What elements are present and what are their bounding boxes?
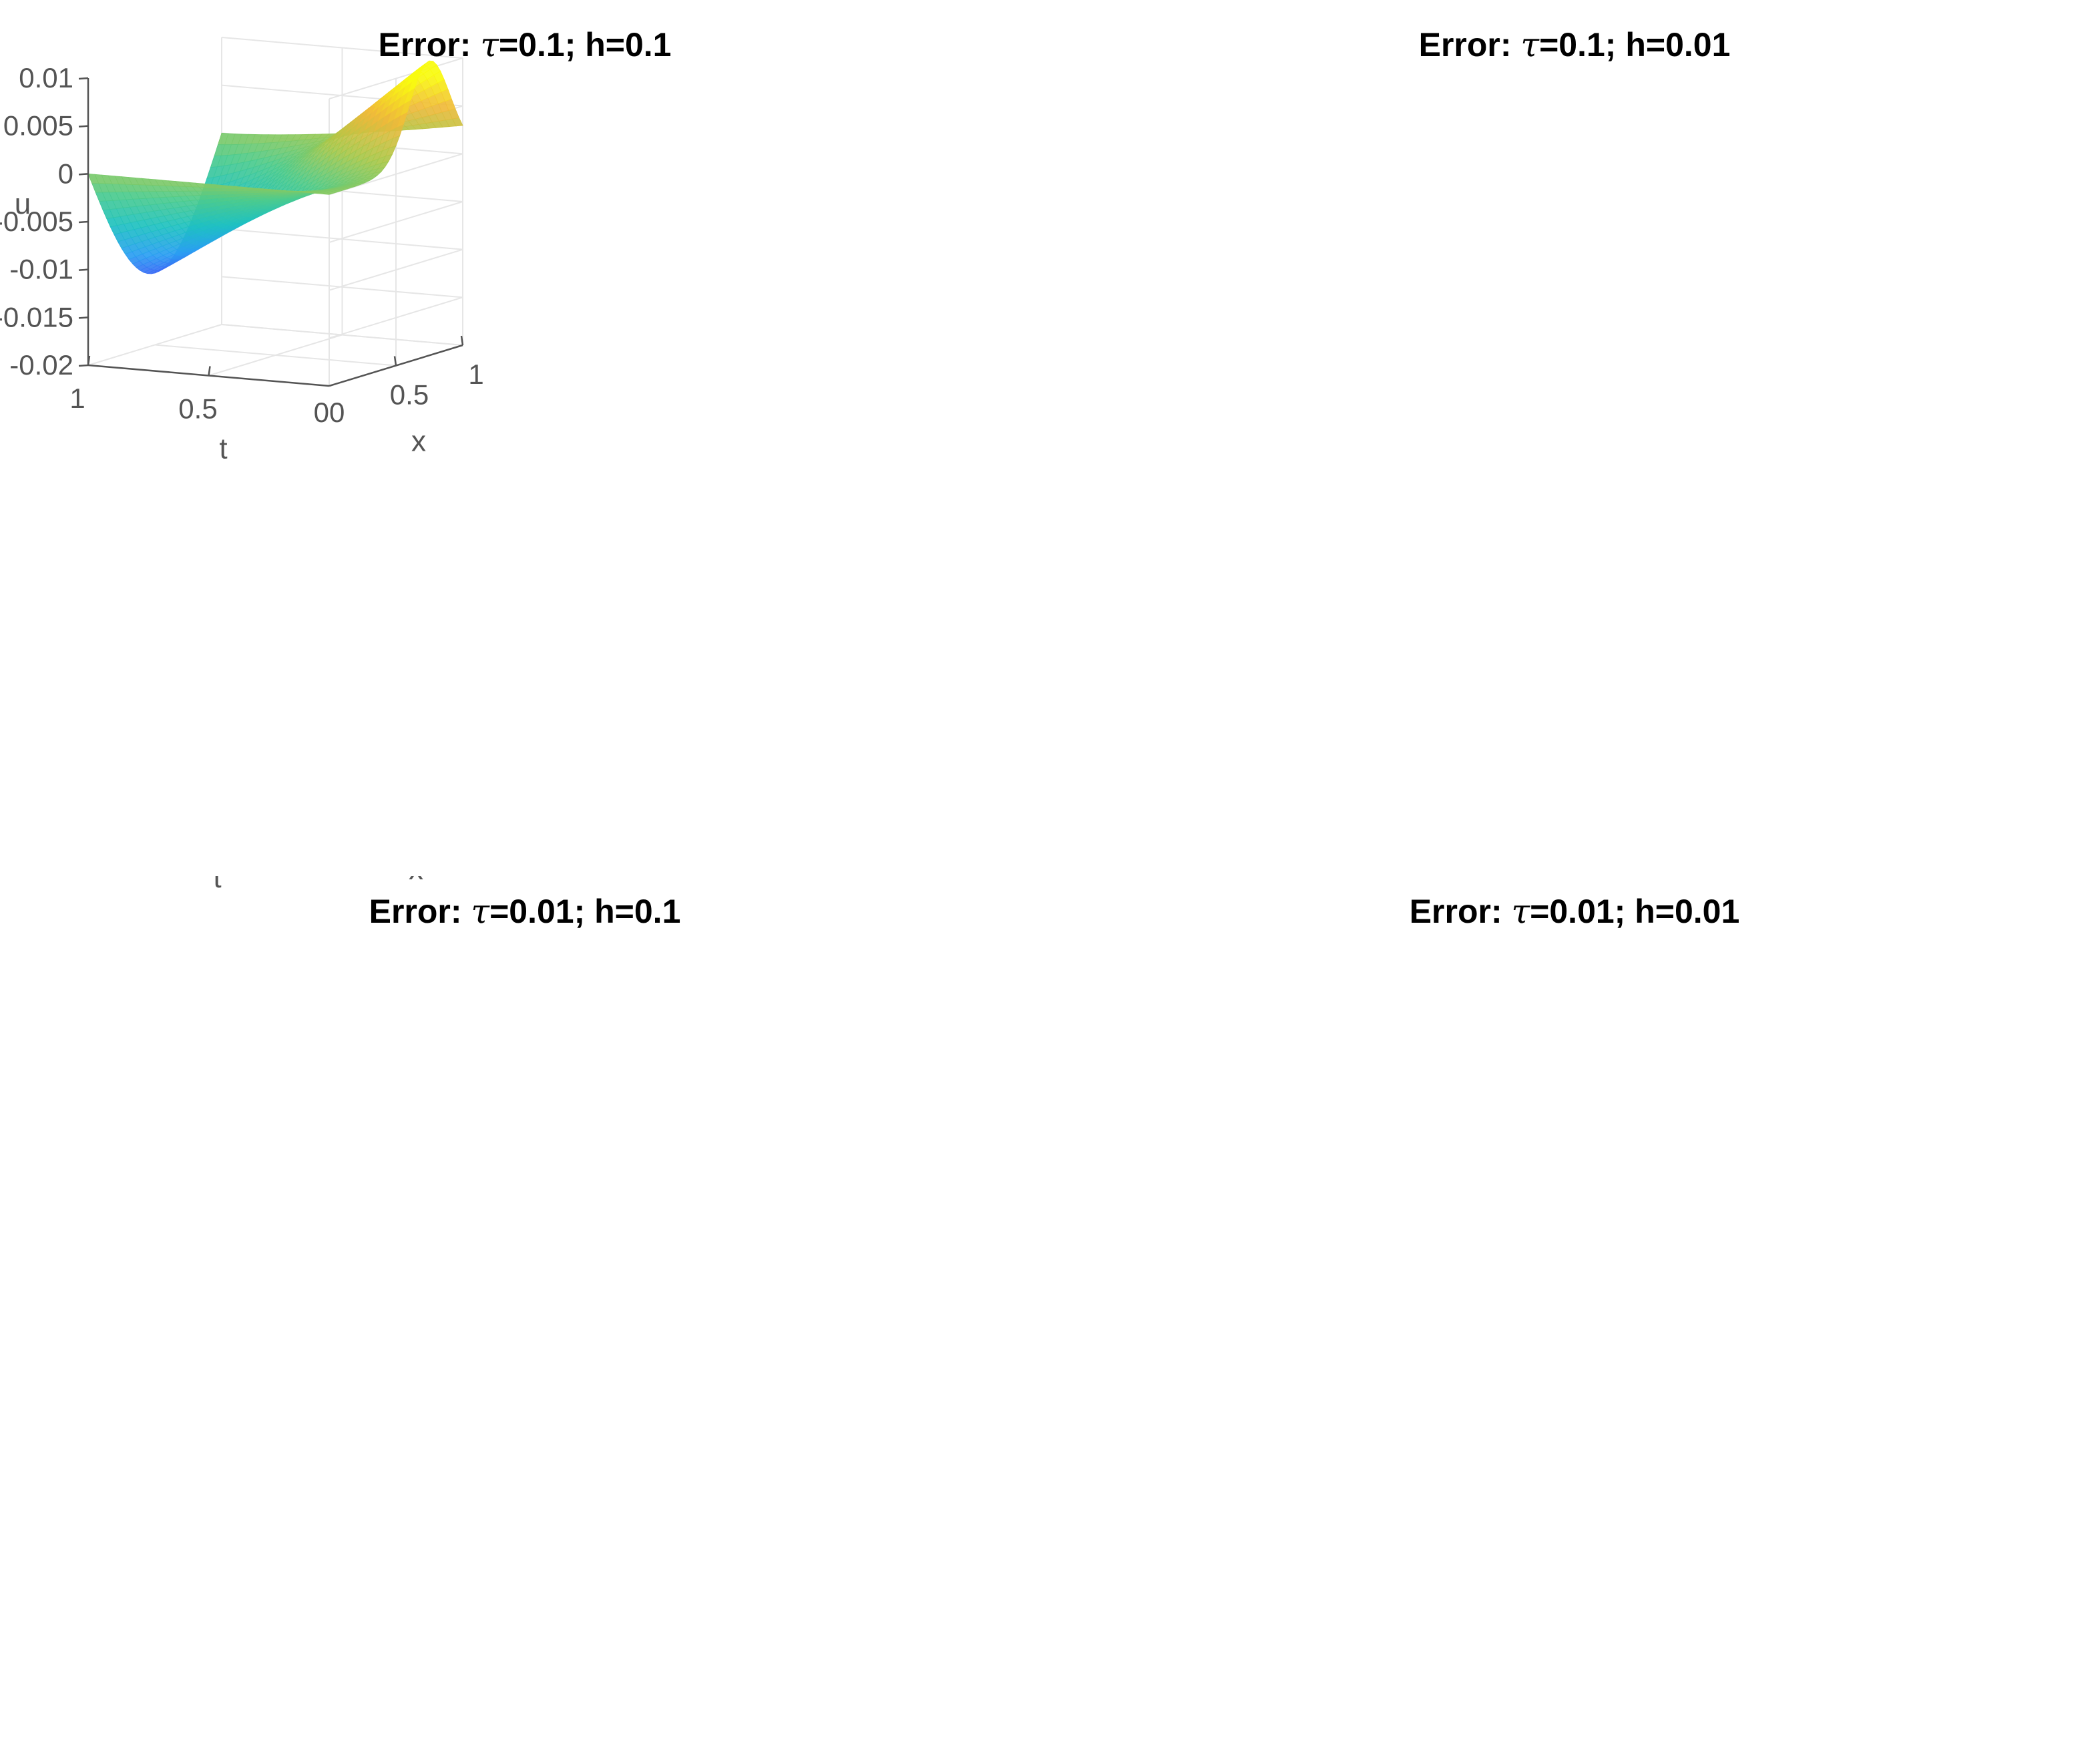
title-suffix: =0.01; h=0.1 (489, 893, 681, 930)
z-tick (78, 77, 89, 80)
subplot-title: Error: τ=0.1; h=0.01 (1050, 25, 2099, 64)
title-tau-symbol: τ (1520, 25, 1540, 64)
grid-line-x (154, 344, 397, 367)
origin-tick-label: 00 (314, 397, 345, 428)
t-tick-label: 0.5 (178, 393, 217, 425)
z-tick-label: -0.02 (9, 349, 73, 381)
surface-patch (87, 173, 99, 184)
x-axis-label: x (409, 876, 423, 886)
title-suffix: =0.1; h=0.1 (498, 26, 672, 63)
title-suffix: =0.1; h=0.01 (1539, 26, 1731, 63)
t-tick (87, 355, 91, 366)
x-axis-label: x (411, 425, 426, 458)
title-prefix: Error: (378, 26, 481, 63)
subplot-tau0.01-h0.1: Error: τ=0.01; h=0.1 051015u0.5100t0.51x… (0, 876, 1050, 1752)
z-tick (78, 364, 89, 367)
subplot-title: Error: τ=0.01; h=0.01 (1050, 892, 2099, 931)
subplot-title: Error: τ=0.01; h=0.1 (0, 892, 1050, 931)
x-tick (460, 335, 464, 346)
z-tick-label: -0.01 (9, 254, 73, 285)
z-tick (78, 125, 89, 128)
z-tick-label: 0.01 (19, 62, 73, 93)
title-tau-symbol: τ (471, 892, 490, 931)
surface-plot: -0.02-0.015-0.01-0.00500.0050.01u0.5100t… (1050, 0, 2099, 876)
x-tick-label: 1 (468, 359, 483, 390)
grid-line-x (221, 324, 463, 346)
z-tick-label: -0.005 (0, 206, 73, 237)
z-tick (78, 316, 89, 319)
surface-plot: -0.02 -0.015 -0.01 -0.005 0 0.005 0.01 u 0.5 1 00 t… (0, 37, 484, 465)
t-axis-label: t (213, 876, 221, 894)
subplot-tau0.1-h0.01: Error: τ=0.1; h=0.01 -0.02-0.015-0.01-0.… (1050, 0, 2099, 876)
t-axis-label: t (219, 433, 227, 465)
subplot-title: Error: τ=0.1; h=0.1 (0, 25, 1050, 64)
title-prefix: Error: (1418, 26, 1521, 63)
title-tau-symbol: τ (480, 25, 499, 64)
axes: -0.02 -0.015 -0.01 -0.005 0 0.005 0.01 u 0.5 1 00 t… (0, 62, 484, 465)
z-tick-label: 0 (58, 158, 73, 189)
title-suffix: =0.01; h=0.01 (1530, 893, 1740, 930)
t-tick-label: 1 (69, 383, 85, 414)
t-tick (208, 366, 211, 376)
x-tick (393, 356, 397, 366)
subplot-tau0.01-h0.01: Error: τ=0.01; h=0.01 051015u0.5100t0.51… (1050, 876, 2099, 1752)
title-tau-symbol: τ (1511, 892, 1530, 931)
z-tick-label: -0.015 (0, 301, 73, 333)
subplot-tau0.1-h0.1: Error: τ=0.1; h=0.1 -0.02 -0.015 -0.01 -0.0… (0, 0, 1050, 876)
title-prefix: Error: (369, 893, 471, 930)
z-axis-label: u (15, 188, 31, 220)
x-tick-label: 0.5 (390, 379, 429, 411)
z-tick-label: 0.005 (3, 110, 73, 142)
title-prefix: Error: (1409, 893, 1512, 930)
surface (87, 60, 463, 274)
